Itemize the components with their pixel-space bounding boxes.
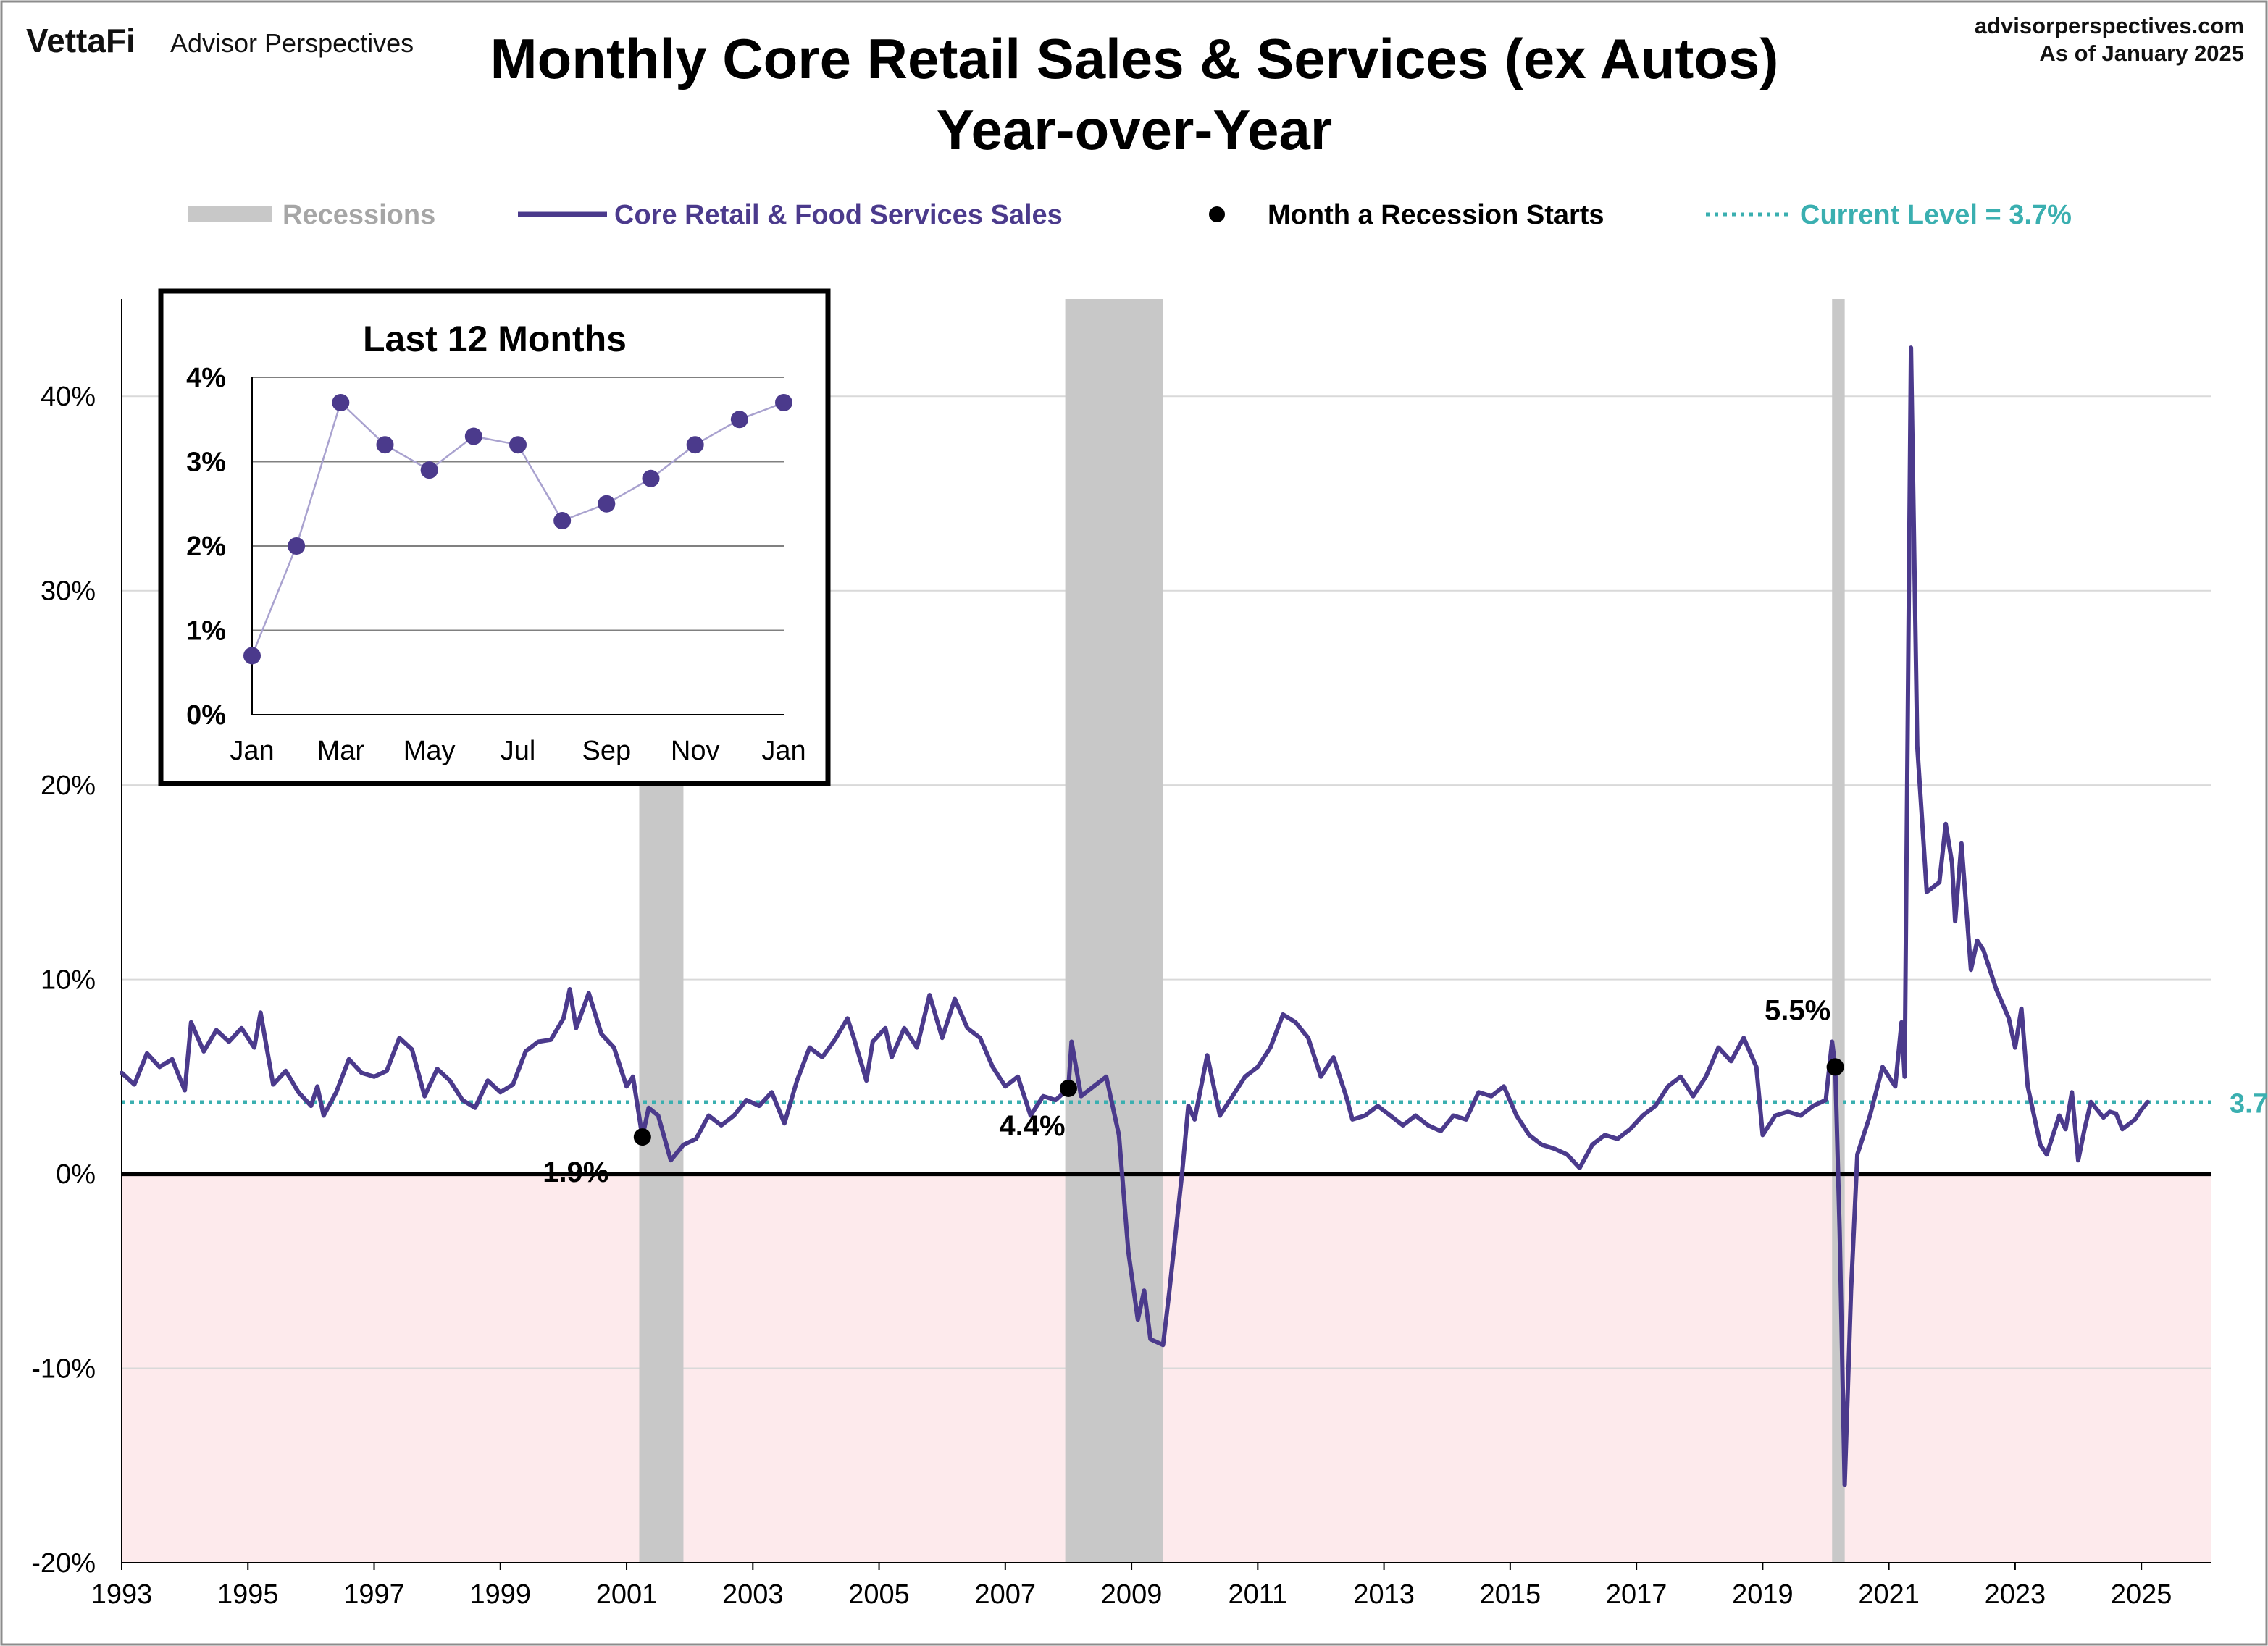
inset-point: [553, 512, 572, 530]
x-tick-label: 2015: [1480, 1579, 1541, 1610]
inset-point: [420, 461, 438, 479]
recession-start-label: 4.4%: [999, 1110, 1065, 1142]
recession-start-label: 5.5%: [1765, 994, 1830, 1026]
y-tick-label: -20%: [31, 1548, 96, 1579]
inset-point: [642, 469, 660, 487]
y-tick-label: -10%: [31, 1354, 96, 1385]
legend-current-label: Current Level = 3.7%: [1800, 200, 2072, 230]
as-of-date: As of January 2025: [2039, 41, 2244, 66]
chart-subtitle: Year-over-Year: [937, 98, 1332, 161]
inset-y-tick-label: 2%: [186, 532, 226, 562]
inset-y-tick-label: 0%: [186, 700, 226, 731]
brand-logo: VettaFi: [26, 22, 135, 59]
y-tick-label: 0%: [56, 1159, 96, 1190]
inset-point: [730, 411, 748, 429]
x-tick-label: 2007: [975, 1579, 1037, 1610]
legend-recessions-label: Recessions: [283, 200, 435, 230]
x-tick-label: 2003: [722, 1579, 784, 1610]
y-tick-label: 20%: [41, 770, 96, 801]
y-tick-label: 30%: [41, 576, 96, 607]
x-tick-label: 2023: [1985, 1579, 2046, 1610]
inset-point: [775, 393, 792, 411]
inset-point: [598, 495, 616, 513]
inset-x-tick-label: Jan: [230, 736, 274, 766]
inset-x-tick-label: May: [403, 736, 456, 766]
inset-point: [509, 436, 527, 454]
recession-start-point: [633, 1128, 651, 1146]
x-tick-label: 2019: [1732, 1579, 1794, 1610]
legend: Recessions Core Retail & Food Services S…: [188, 200, 2072, 230]
legend-recession-swatch: [188, 206, 272, 222]
x-tick-label: 1999: [470, 1579, 532, 1610]
series-line-core-retail: [120, 345, 2150, 1487]
inset-plot: Last 12 Months 0% 1% 2% 3% 4% Jan Mar May Jul Sep N…: [158, 288, 831, 786]
inset-y-tick-label: 4%: [186, 363, 226, 393]
y-tick-label: 40%: [41, 382, 96, 412]
inset-point: [464, 427, 482, 445]
x-tick-label: 2001: [596, 1579, 658, 1610]
legend-recession-start-marker: [1209, 206, 1225, 222]
brand-subtitle: Advisor Perspectives: [170, 28, 414, 58]
recession-start-point: [1059, 1079, 1077, 1097]
current-level-label: 3.7%: [2230, 1089, 2268, 1120]
inset-point: [376, 436, 394, 454]
inset-point: [686, 436, 704, 454]
inset-point: [332, 393, 350, 411]
y-tick-label: 10%: [41, 965, 96, 996]
chart-title: Monthly Core Retail Sales & Services (ex…: [490, 27, 1779, 91]
x-tick-label: 2009: [1101, 1579, 1163, 1610]
inset-x-tick-label: Sep: [582, 736, 632, 766]
x-tick-label: 1997: [343, 1579, 405, 1610]
inset-x-tick-label: Mar: [317, 736, 365, 766]
recession-start-point: [1826, 1058, 1844, 1076]
x-tick-label: 2017: [1606, 1579, 1667, 1610]
x-tick-label: 2011: [1228, 1579, 1287, 1610]
inset-point: [288, 537, 306, 555]
recession-start-label: 1.9%: [543, 1156, 608, 1188]
inset-y-tick-label: 1%: [186, 616, 226, 647]
x-tick-label: 2005: [848, 1579, 910, 1610]
x-tick-label: 1993: [91, 1579, 153, 1610]
inset-point: [243, 647, 261, 665]
inset-y-tick-label: 3%: [186, 448, 226, 478]
recession-band: [1065, 299, 1163, 1563]
x-tick-label: 2025: [2111, 1579, 2172, 1610]
inset-x-tick-label: Nov: [671, 736, 720, 766]
x-tick-label: 2013: [1353, 1579, 1415, 1610]
legend-series-label: Core Retail & Food Services Sales: [614, 200, 1063, 230]
x-tick-label: 1995: [217, 1579, 279, 1610]
legend-recession-start-label: Month a Recession Starts: [1268, 200, 1604, 230]
inset-x-tick-label: Jul: [501, 736, 536, 766]
inset-frame: [158, 288, 831, 786]
inset-x-tick-label: Jan: [761, 736, 805, 766]
x-tick-label: 2021: [1858, 1579, 1920, 1610]
site-url: advisorperspectives.com: [1975, 13, 2244, 38]
inset-title: Last 12 Months: [363, 319, 627, 359]
